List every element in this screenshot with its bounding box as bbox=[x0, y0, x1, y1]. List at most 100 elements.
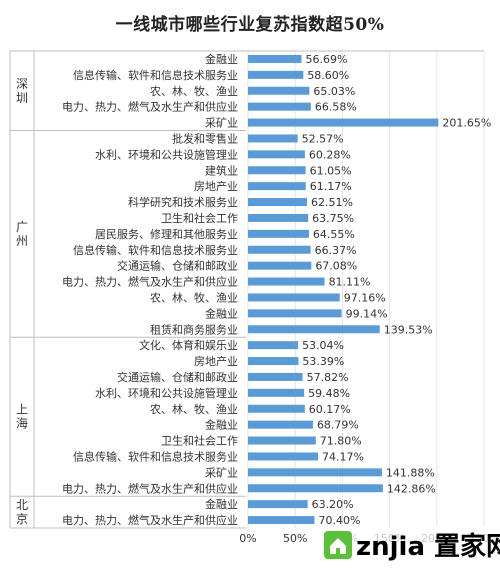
group-label: 北京 bbox=[16, 498, 28, 526]
bar bbox=[248, 436, 316, 445]
value-label: 67.08% bbox=[315, 260, 357, 273]
value-label: 201.65% bbox=[442, 117, 491, 130]
group-label-char: 海 bbox=[16, 416, 28, 431]
group-label-char: 上 bbox=[16, 403, 28, 417]
bar bbox=[248, 261, 312, 270]
bar bbox=[248, 182, 306, 191]
value-label: 56.69% bbox=[306, 53, 348, 66]
watermark-logo: znjia 置家网 bbox=[318, 526, 500, 568]
category-label: 电力、热力、燃气及水生产和供应业 bbox=[62, 275, 238, 289]
labels: 金融业 56.69% 信息传输、软件和信息技术服务业 58.60% 农、林、牧、渔业 65… bbox=[62, 52, 491, 527]
watermark-brand-cn: 置家网 bbox=[434, 531, 500, 562]
bar bbox=[248, 500, 308, 509]
bar bbox=[248, 341, 299, 350]
bar bbox=[248, 150, 305, 159]
bar bbox=[248, 484, 383, 493]
bar bbox=[248, 309, 342, 318]
category-label: 农、林、牧、渔业 bbox=[150, 402, 238, 416]
bar bbox=[248, 293, 340, 302]
value-label: 52.57% bbox=[302, 132, 344, 145]
value-label: 59.48% bbox=[308, 387, 350, 400]
category-label: 金融业 bbox=[205, 306, 238, 320]
category-label: 采矿业 bbox=[205, 466, 238, 479]
x-tick-label: 50% bbox=[283, 532, 307, 545]
category-label: 水利、环境和公共设施管理业 bbox=[95, 386, 238, 400]
bar bbox=[248, 404, 305, 413]
group-label: 深圳 bbox=[16, 77, 28, 105]
bar bbox=[248, 213, 309, 222]
bars bbox=[248, 54, 439, 525]
value-label: 65.03% bbox=[313, 85, 355, 98]
category-label: 科学研究和技术服务业 bbox=[128, 195, 238, 209]
category-label: 卫生和社会工作 bbox=[161, 211, 238, 225]
bar bbox=[248, 134, 298, 143]
group-label-char: 京 bbox=[16, 512, 28, 526]
category-label: 金融业 bbox=[205, 52, 238, 66]
x-tick-label: 0% bbox=[239, 532, 256, 545]
bar bbox=[248, 452, 319, 461]
value-label: 64.55% bbox=[313, 228, 355, 241]
category-label: 农、林、牧、渔业 bbox=[150, 84, 238, 98]
watermark-brand-latin: znjia bbox=[356, 532, 425, 562]
bar bbox=[248, 468, 382, 477]
category-label: 建筑业 bbox=[205, 163, 238, 177]
bar bbox=[248, 388, 305, 397]
value-label: 58.60% bbox=[307, 69, 349, 82]
category-label: 水利、环境和公共设施管理业 bbox=[95, 147, 238, 161]
value-label: 63.20% bbox=[312, 498, 354, 511]
category-label: 采矿业 bbox=[205, 117, 238, 130]
value-label: 61.05% bbox=[310, 164, 352, 177]
group-label: 上海 bbox=[16, 403, 28, 431]
category-label: 文化、体育和娱乐业 bbox=[139, 338, 238, 352]
value-label: 68.79% bbox=[317, 419, 359, 432]
value-label: 71.80% bbox=[320, 435, 362, 448]
group-label-char: 州 bbox=[16, 234, 28, 248]
value-label: 66.58% bbox=[315, 101, 357, 114]
value-label: 60.28% bbox=[309, 148, 351, 161]
category-label: 卫生和社会工作 bbox=[161, 434, 238, 448]
group-label-char: 深 bbox=[16, 77, 28, 91]
group-separators bbox=[9, 50, 484, 529]
category-label: 房地产业 bbox=[194, 179, 238, 193]
value-label: 61.17% bbox=[310, 180, 352, 193]
category-label: 信息传输、软件和信息技术服务业 bbox=[73, 243, 238, 257]
category-label: 信息传输、软件和信息技术服务业 bbox=[73, 68, 238, 82]
category-label: 金融业 bbox=[205, 418, 238, 432]
group-label: 广州 bbox=[16, 220, 28, 248]
bar bbox=[248, 516, 315, 525]
bar bbox=[248, 325, 380, 334]
value-label: 139.53% bbox=[384, 323, 433, 336]
category-label: 信息传输、软件和信息技术服务业 bbox=[73, 449, 238, 463]
watermark-icon bbox=[324, 531, 352, 559]
category-label: 居民服务、修理和其他服务业 bbox=[95, 227, 238, 241]
bar bbox=[248, 166, 306, 175]
value-label: 53.04% bbox=[302, 339, 344, 352]
category-label: 房地产业 bbox=[194, 354, 238, 368]
chart-title: 一线城市哪些行业复苏指数超50% bbox=[115, 15, 385, 35]
value-label: 70.40% bbox=[318, 514, 360, 527]
category-label: 电力、热力、燃气及水生产和供应业 bbox=[62, 100, 238, 114]
bar bbox=[248, 70, 304, 79]
category-label: 金融业 bbox=[205, 497, 238, 511]
bar bbox=[248, 229, 309, 238]
value-label: 57.82% bbox=[307, 371, 349, 384]
bar bbox=[248, 357, 299, 366]
group-label-char: 北 bbox=[16, 498, 28, 512]
category-label: 电力、热力、燃气及水生产和供应业 bbox=[62, 513, 238, 527]
value-label: 60.17% bbox=[309, 403, 351, 416]
group-label-char: 广 bbox=[16, 220, 28, 234]
value-label: 81.11% bbox=[329, 276, 371, 289]
category-label: 交通运输、仓储和邮政业 bbox=[117, 259, 238, 273]
bar bbox=[248, 198, 308, 207]
value-label: 63.75% bbox=[312, 212, 354, 225]
category-label: 农、林、牧、渔业 bbox=[150, 290, 238, 304]
value-label: 74.17% bbox=[322, 450, 364, 463]
value-label: 62.51% bbox=[311, 196, 353, 209]
group-label-char: 圳 bbox=[16, 91, 28, 105]
value-label: 53.39% bbox=[302, 355, 344, 368]
category-label: 交通运输、仓储和邮政业 bbox=[117, 370, 238, 384]
bar bbox=[248, 86, 310, 95]
value-label: 66.37% bbox=[315, 244, 357, 257]
